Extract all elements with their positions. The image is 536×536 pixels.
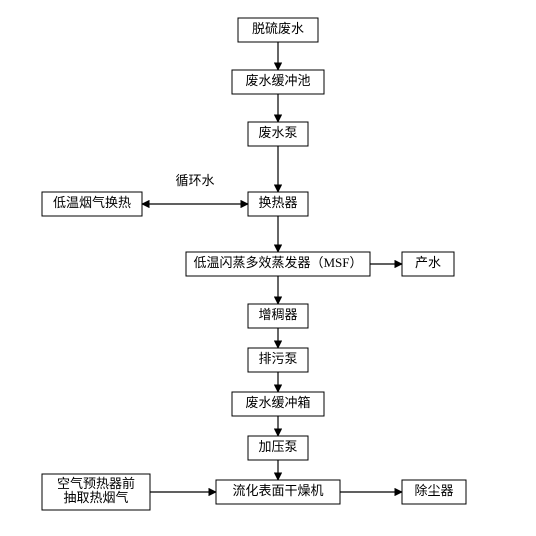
svg-text:废水缓冲箱: 废水缓冲箱 — [245, 395, 310, 410]
svg-text:脱硫废水: 脱硫废水 — [252, 21, 304, 36]
node-n10: 废水缓冲箱 — [232, 392, 324, 416]
svg-text:换热器: 换热器 — [258, 195, 297, 210]
node-n8: 增稠器 — [248, 304, 308, 328]
svg-text:流化表面干燥机: 流化表面干燥机 — [232, 483, 323, 498]
svg-text:废水缓冲池: 废水缓冲池 — [245, 73, 310, 88]
node-n14: 除尘器 — [402, 480, 466, 504]
svg-text:低温闪蒸多效蒸发器（MSF）: 低温闪蒸多效蒸发器（MSF） — [193, 255, 362, 270]
svg-text:排污泵: 排污泵 — [258, 351, 297, 366]
svg-text:抽取热烟气: 抽取热烟气 — [63, 490, 128, 505]
svg-text:增稠器: 增稠器 — [258, 307, 297, 322]
svg-text:除尘器: 除尘器 — [414, 483, 453, 498]
edge-label-e13: 循环水 — [175, 173, 214, 188]
svg-text:废水泵: 废水泵 — [258, 125, 297, 140]
node-n12: 流化表面干燥机 — [216, 480, 340, 504]
node-n11: 加压泵 — [248, 436, 308, 460]
svg-text:产水: 产水 — [415, 255, 441, 270]
node-n13: 空气预热器前抽取热烟气 — [42, 474, 150, 510]
svg-text:低温烟气换热: 低温烟气换热 — [53, 195, 131, 210]
node-n5: 低温烟气换热 — [42, 192, 142, 216]
node-n1: 脱硫废水 — [238, 18, 318, 42]
node-n4: 换热器 — [248, 192, 308, 216]
svg-text:空气预热器前: 空气预热器前 — [57, 476, 135, 491]
nodes-layer: 脱硫废水废水缓冲池废水泵换热器 低温烟气换热低温闪蒸多效蒸发器（MSF） 产水增稠器… — [42, 18, 466, 510]
flowchart-canvas: 循环水 脱硫废水废水缓冲池废水泵换热器 低温烟气换热低温闪蒸多效蒸发器（MSF） 产… — [0, 0, 536, 536]
node-n9: 排污泵 — [248, 348, 308, 372]
node-n3: 废水泵 — [248, 122, 308, 146]
node-n2: 废水缓冲池 — [232, 70, 324, 94]
svg-text:加压泵: 加压泵 — [258, 439, 297, 454]
node-n6: 低温闪蒸多效蒸发器（MSF） — [186, 252, 370, 276]
node-n7: 产水 — [402, 252, 454, 276]
